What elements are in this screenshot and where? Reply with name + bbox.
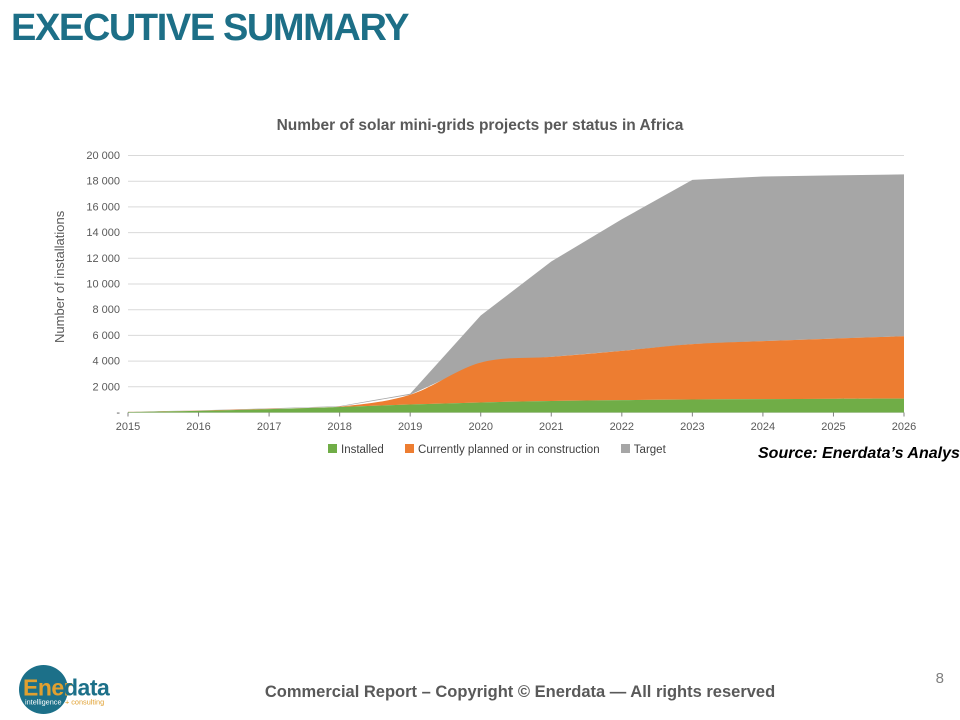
- svg-text:8 000: 8 000: [92, 304, 120, 316]
- svg-text:2025: 2025: [821, 421, 845, 433]
- svg-text:2020: 2020: [468, 421, 492, 433]
- svg-text:2022: 2022: [610, 421, 634, 433]
- svg-text:2021: 2021: [539, 421, 563, 433]
- svg-text:20 000: 20 000: [86, 150, 120, 162]
- svg-text:18 000: 18 000: [86, 176, 120, 188]
- svg-text:14 000: 14 000: [86, 227, 120, 239]
- svg-text:10 000: 10 000: [86, 279, 120, 291]
- svg-text:2018: 2018: [327, 421, 351, 433]
- svg-text:16 000: 16 000: [86, 201, 120, 213]
- svg-text:2017: 2017: [257, 421, 281, 433]
- svg-text:2019: 2019: [398, 421, 422, 433]
- svg-text:2015: 2015: [116, 421, 140, 433]
- svg-text:-: -: [116, 407, 120, 419]
- svg-text:6 000: 6 000: [92, 330, 120, 342]
- svg-text:2026: 2026: [892, 421, 916, 433]
- svg-text:12 000: 12 000: [86, 253, 120, 265]
- svg-text:2 000: 2 000: [92, 381, 120, 393]
- svg-text:2023: 2023: [680, 421, 704, 433]
- svg-text:4 000: 4 000: [92, 356, 120, 368]
- svg-text:2016: 2016: [186, 421, 210, 433]
- svg-text:2024: 2024: [751, 421, 775, 433]
